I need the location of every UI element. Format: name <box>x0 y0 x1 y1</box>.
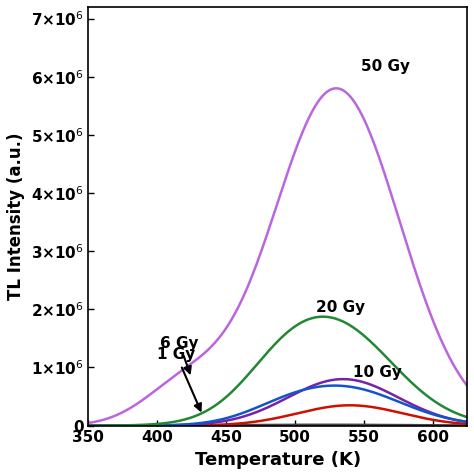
Text: 6 Gy: 6 Gy <box>160 336 199 373</box>
Text: 1 Gy: 1 Gy <box>157 347 201 410</box>
Text: 50 Gy: 50 Gy <box>361 59 410 74</box>
Text: 20 Gy: 20 Gy <box>316 300 365 315</box>
X-axis label: Temperature (K): Temperature (K) <box>195 451 361 469</box>
Text: 10 Gy: 10 Gy <box>353 365 401 380</box>
Y-axis label: TL Intensity (a.u.): TL Intensity (a.u.) <box>7 132 25 300</box>
